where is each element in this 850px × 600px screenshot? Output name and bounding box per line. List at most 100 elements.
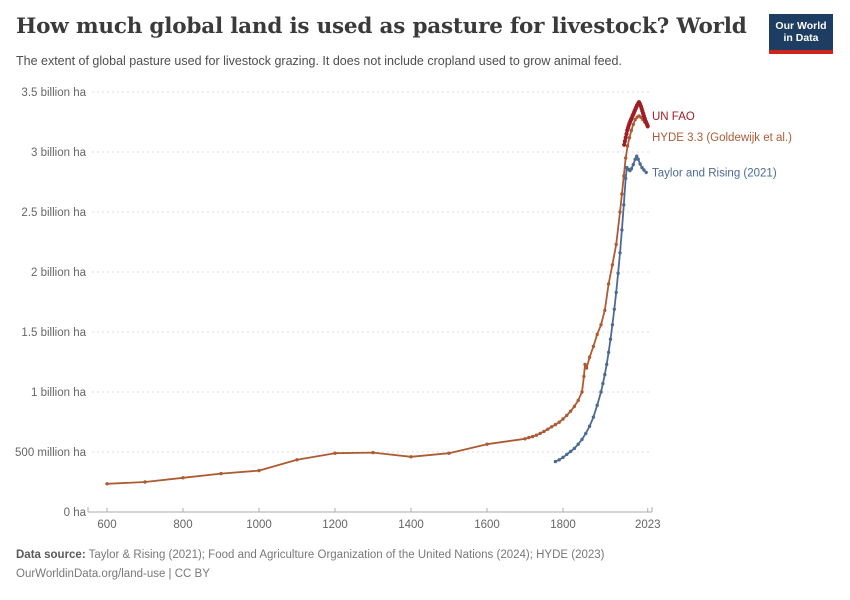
- data-point[interactable]: [614, 242, 618, 247]
- data-point[interactable]: [295, 458, 299, 462]
- data-point[interactable]: [622, 203, 626, 207]
- data-point[interactable]: [624, 176, 628, 181]
- data-point[interactable]: [485, 442, 489, 446]
- data-point[interactable]: [620, 192, 624, 196]
- data-point[interactable]: [523, 437, 527, 441]
- data-point[interactable]: [622, 142, 627, 147]
- data-point[interactable]: [565, 413, 569, 418]
- data-point[interactable]: [409, 455, 413, 459]
- data-point[interactable]: [561, 455, 565, 460]
- data-point[interactable]: [587, 355, 592, 359]
- data-point[interactable]: [587, 424, 592, 428]
- data-point[interactable]: [622, 139, 628, 144]
- data-point[interactable]: [625, 144, 630, 148]
- data-point[interactable]: [257, 468, 261, 473]
- data-point[interactable]: [538, 431, 542, 436]
- data-point[interactable]: [606, 282, 611, 286]
- data-point[interactable]: [612, 307, 616, 311]
- data-point[interactable]: [580, 390, 584, 394]
- data-point[interactable]: [614, 290, 618, 295]
- data-point[interactable]: [572, 446, 577, 451]
- data-point[interactable]: [624, 156, 628, 160]
- series-line[interactable]: [555, 155, 647, 463]
- data-point[interactable]: [553, 459, 558, 464]
- data-point[interactable]: [105, 482, 109, 486]
- data-point[interactable]: [580, 437, 584, 442]
- data-point[interactable]: [572, 404, 577, 409]
- data-point[interactable]: [633, 157, 637, 161]
- data-point[interactable]: [584, 431, 588, 436]
- data-point[interactable]: [631, 162, 635, 167]
- data-point[interactable]: [181, 476, 185, 480]
- series-hyde-3-3-goldewijk-et-al[interactable]: HYDE 3.3 (Goldewijk et al.): [105, 114, 792, 486]
- data-point[interactable]: [557, 420, 561, 424]
- data-point[interactable]: [534, 433, 539, 437]
- license-line[interactable]: OurWorldinData.org/land-use | CC BY: [16, 568, 210, 580]
- data-point[interactable]: [642, 168, 646, 172]
- data-point[interactable]: [645, 124, 650, 129]
- data-point[interactable]: [576, 398, 580, 403]
- data-point[interactable]: [584, 366, 589, 370]
- data-point[interactable]: [553, 422, 558, 427]
- data-point[interactable]: [599, 390, 603, 394]
- series-taylor-and-rising-2021[interactable]: Taylor and Rising (2021): [553, 154, 777, 464]
- data-point[interactable]: [635, 154, 639, 158]
- series-un-fao[interactable]: UN FAO: [622, 100, 695, 147]
- data-point[interactable]: [447, 451, 451, 455]
- data-point[interactable]: [542, 429, 546, 434]
- data-point[interactable]: [591, 344, 596, 349]
- data-point[interactable]: [640, 165, 644, 170]
- data-point[interactable]: [623, 135, 628, 140]
- data-point[interactable]: [606, 350, 611, 355]
- data-point[interactable]: [599, 323, 603, 327]
- owid-logo: Our World in Data: [769, 14, 833, 54]
- series-label-un-fao[interactable]: UN FAO: [652, 111, 695, 123]
- data-point[interactable]: [568, 409, 573, 413]
- data-point[interactable]: [610, 263, 615, 267]
- data-point[interactable]: [603, 308, 607, 313]
- data-point[interactable]: [568, 449, 573, 454]
- data-point[interactable]: [143, 480, 147, 484]
- data-point[interactable]: [605, 362, 609, 367]
- data-point[interactable]: [639, 115, 643, 119]
- data-point[interactable]: [565, 452, 569, 457]
- data-point[interactable]: [620, 228, 624, 232]
- data-point[interactable]: [219, 471, 223, 476]
- data-point[interactable]: [601, 381, 605, 386]
- data-point[interactable]: [591, 415, 596, 419]
- data-point[interactable]: [527, 435, 531, 440]
- data-point[interactable]: [624, 131, 629, 137]
- data-point[interactable]: [595, 403, 599, 407]
- data-point[interactable]: [561, 417, 565, 421]
- data-point[interactable]: [638, 162, 642, 166]
- data-point[interactable]: [603, 372, 607, 377]
- data-point[interactable]: [627, 135, 632, 140]
- data-point[interactable]: [631, 122, 635, 127]
- data-point[interactable]: [633, 117, 637, 122]
- data-point[interactable]: [595, 332, 599, 337]
- data-point[interactable]: [583, 362, 587, 367]
- data-point[interactable]: [546, 427, 550, 431]
- data-point[interactable]: [616, 271, 620, 275]
- data-point[interactable]: [618, 251, 622, 255]
- data-point[interactable]: [644, 170, 648, 175]
- data-point[interactable]: [610, 323, 615, 327]
- data-point[interactable]: [530, 434, 535, 439]
- data-point[interactable]: [636, 157, 640, 161]
- y-axis-tick-label: 2.5 billion ha: [21, 207, 86, 219]
- data-point[interactable]: [582, 374, 586, 379]
- data-point[interactable]: [608, 337, 613, 341]
- series-line[interactable]: [106, 115, 649, 485]
- data-point[interactable]: [371, 450, 375, 455]
- pasture-line-chart[interactable]: 0 ha 500 million ha 1 billion ha 1.5 billio…: [0, 0, 850, 545]
- data-point[interactable]: [618, 210, 622, 214]
- data-point[interactable]: [557, 458, 561, 462]
- series-label-taylor-and-rising-2021[interactable]: Taylor and Rising (2021): [652, 167, 777, 179]
- series-label-hyde-3-3-goldewijk-et-al[interactable]: HYDE 3.3 (Goldewijk et al.): [652, 132, 792, 144]
- data-point[interactable]: [622, 174, 626, 178]
- data-point[interactable]: [576, 442, 580, 446]
- data-point[interactable]: [549, 425, 554, 429]
- data-point[interactable]: [333, 451, 337, 455]
- data-point[interactable]: [629, 128, 634, 133]
- data-point[interactable]: [629, 167, 634, 171]
